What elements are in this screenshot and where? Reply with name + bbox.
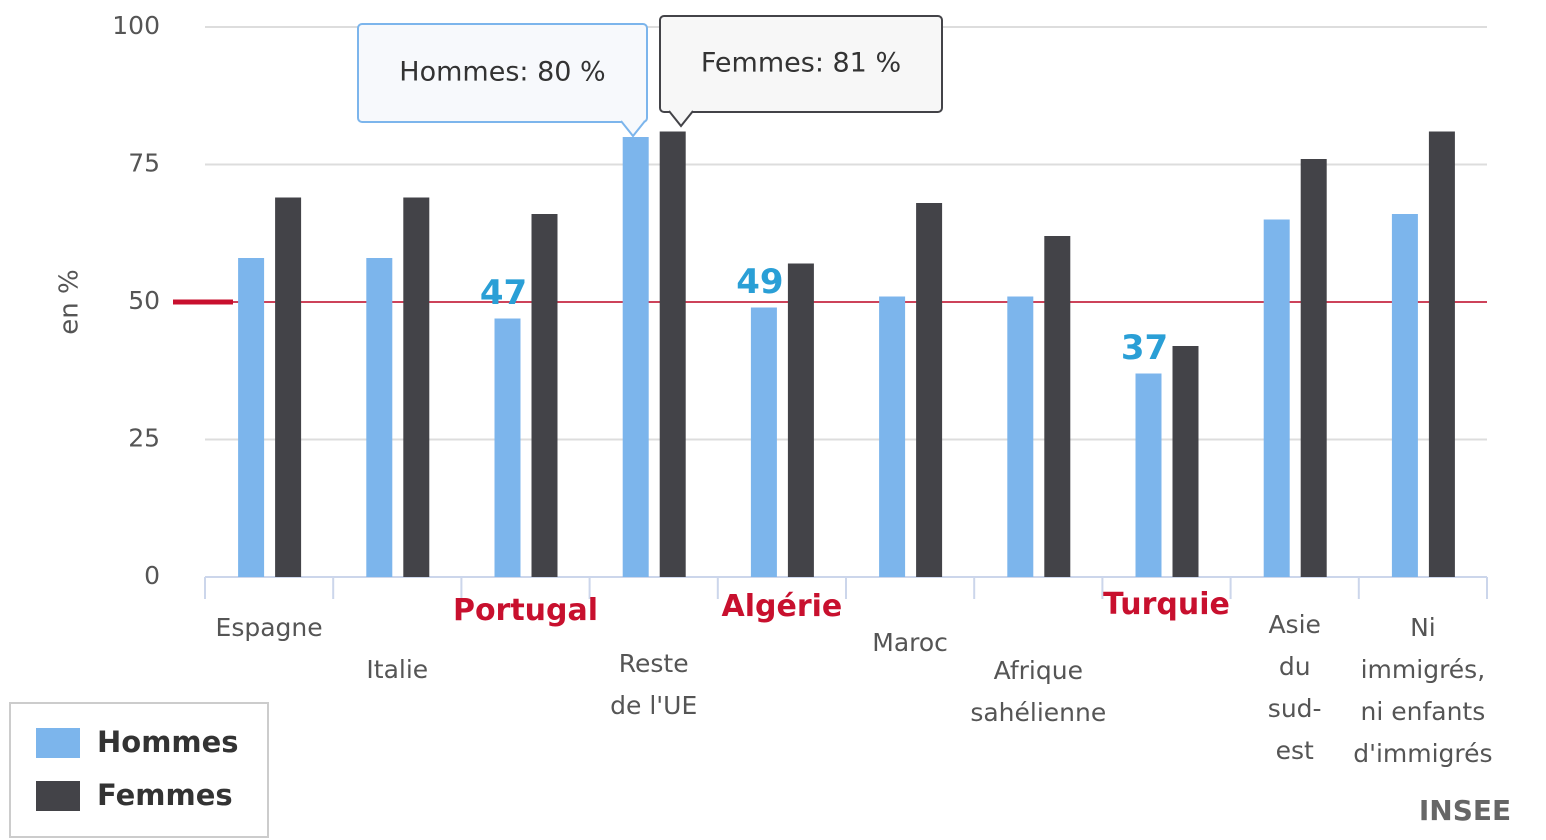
legend-box — [9, 702, 269, 838]
tooltip-pointer — [668, 110, 694, 128]
x-tick-label: Algérie — [721, 589, 843, 624]
bar — [494, 318, 521, 577]
bar — [916, 203, 943, 577]
bar — [531, 214, 558, 577]
data-label: 47 — [480, 273, 527, 313]
legend-label: Femmes — [97, 778, 233, 812]
x-tick-label: Portugal — [452, 593, 599, 628]
bar — [238, 258, 265, 577]
x-tick-label: Turquie — [1103, 587, 1230, 622]
tooltip-box — [659, 15, 943, 113]
x-tick-label: Espagne — [215, 613, 323, 642]
bar — [1263, 219, 1290, 577]
y-axis-label: en % — [55, 269, 85, 334]
y-tick-label: 50 — [128, 286, 160, 315]
bar — [750, 307, 777, 577]
legend-swatch — [36, 781, 80, 811]
legend-label: Hommes — [97, 725, 239, 759]
bar — [659, 131, 686, 577]
bar — [275, 197, 302, 577]
x-tick-label: Ni immigrés, ni enfants d'immigrés — [1353, 613, 1493, 768]
bar — [622, 137, 649, 577]
y-tick-label: 100 — [112, 11, 160, 40]
bar — [879, 296, 906, 577]
bar — [1172, 346, 1199, 577]
tooltip-text: Hommes: 80 % — [399, 57, 605, 88]
bar — [1391, 214, 1418, 577]
x-tick-label: Maroc — [872, 628, 948, 657]
bar — [1428, 131, 1455, 577]
y-tick-label: 75 — [128, 149, 160, 178]
tooltip-box — [357, 23, 648, 123]
bar — [403, 197, 430, 577]
x-tick-label: Italie — [366, 655, 429, 684]
source: INSEE — [1419, 794, 1511, 827]
x-tick-label: Asie du sud-est — [1267, 610, 1322, 765]
data-label: 49 — [736, 262, 783, 302]
bar — [366, 258, 393, 577]
tooltip-pointer — [620, 120, 646, 138]
data-label: 37 — [1121, 328, 1168, 368]
y-tick-label: 25 — [128, 424, 160, 453]
bar — [1135, 373, 1162, 577]
x-tick-label: Reste de l'UE — [610, 649, 698, 720]
y-tick-label: 0 — [144, 561, 160, 590]
x-tick-label: Afrique sahélienne — [970, 656, 1107, 727]
legend-swatch — [36, 728, 80, 758]
tooltip-text: Femmes: 81 % — [701, 48, 901, 79]
bar — [787, 263, 814, 577]
bar — [1007, 296, 1034, 577]
bar — [1300, 159, 1327, 577]
bar — [1044, 236, 1071, 577]
